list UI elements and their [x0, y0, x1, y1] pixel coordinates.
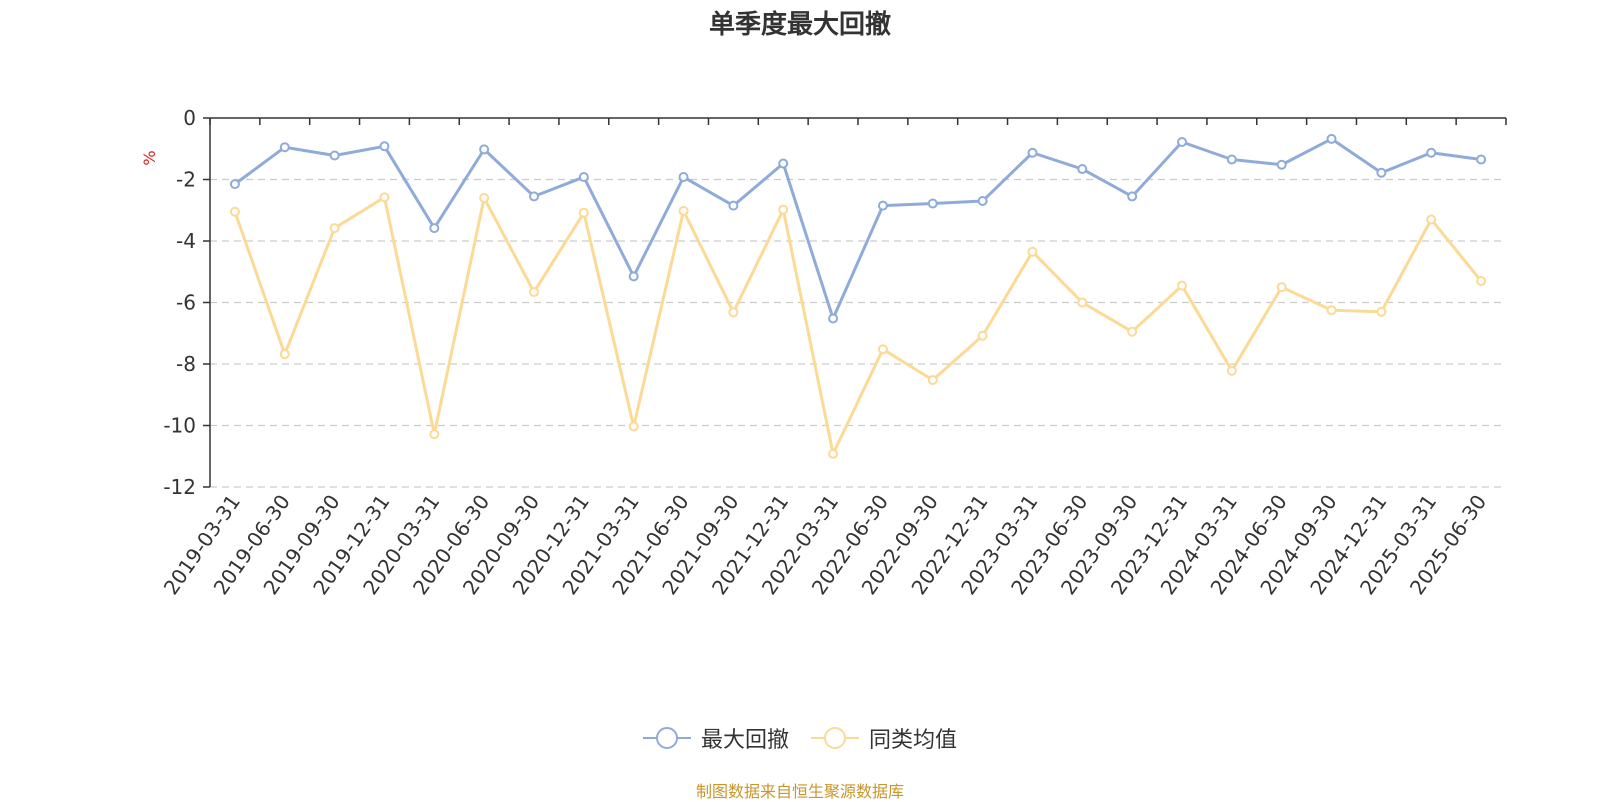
- data-point-series1: [828, 313, 839, 324]
- chart-legend: 最大回撤 同类均值: [0, 722, 1600, 754]
- data-point-series1: [279, 142, 290, 153]
- data-point-series2: [379, 192, 390, 203]
- data-point-series2: [1276, 282, 1287, 293]
- data-point-series2: [728, 307, 739, 318]
- data-point-series2: [529, 287, 539, 298]
- data-point-series1: [1476, 154, 1487, 165]
- data-point-series1: [329, 150, 340, 161]
- data-point-series2: [1177, 280, 1187, 291]
- data-point-series2: [578, 207, 589, 218]
- data-source-note: 制图数据来自恒生聚源数据库: [695, 782, 904, 801]
- legend-marker-series2: [811, 727, 859, 749]
- data-point-series2: [1476, 275, 1487, 286]
- legend-item-series1[interactable]: 最大回撤: [642, 722, 789, 754]
- data-point-series2: [977, 330, 988, 341]
- data-point-series2: [1326, 305, 1337, 316]
- data-point-series1: [1027, 147, 1038, 158]
- legend-label-series1: 最大回撤: [700, 728, 789, 753]
- series-line-2: [233, 195, 1483, 456]
- data-point-series1: [1077, 164, 1088, 175]
- data-point-series2: [1077, 297, 1088, 308]
- series-line-1: [234, 137, 1482, 320]
- data-point-series1: [578, 172, 589, 183]
- data-point-series2: [279, 349, 290, 360]
- data-point-series1: [529, 191, 539, 202]
- y-tick-label: -4: [176, 229, 196, 253]
- data-point-series1: [479, 144, 490, 155]
- data-point-series2: [877, 344, 888, 355]
- data-point-series2: [628, 421, 639, 432]
- data-point-series1: [1226, 154, 1237, 165]
- legend-marker-series1: [642, 727, 691, 749]
- data-point-series2: [828, 448, 839, 459]
- data-point-series1: [728, 200, 739, 211]
- data-point-series2: [1127, 326, 1138, 337]
- data-point-series2: [329, 223, 340, 234]
- data-point-series2: [927, 374, 938, 385]
- data-point-series1: [628, 271, 639, 282]
- y-tick-label: -12: [163, 475, 196, 499]
- data-point-series2: [429, 429, 440, 440]
- legend-label-series2: 同类均值: [869, 728, 958, 753]
- data-point-series2: [678, 205, 689, 216]
- y-tick-label: -6: [176, 291, 196, 315]
- y-tick-label: -2: [176, 168, 196, 192]
- y-tick-label: -8: [176, 352, 196, 376]
- line-chart: 0-2-4-6-8-10-12%2019-03-312019-06-302019…: [140, 106, 1507, 599]
- data-point-series2: [1226, 365, 1237, 376]
- data-point-series2: [229, 206, 240, 217]
- y-tick-label: 0: [183, 106, 196, 130]
- data-point-series2: [1027, 246, 1038, 257]
- data-point-series1: [977, 196, 988, 207]
- data-point-series1: [927, 198, 938, 209]
- data-point-series1: [229, 179, 240, 190]
- data-point-series1: [778, 158, 789, 169]
- data-point-series1: [1376, 167, 1387, 178]
- data-point-series1: [1127, 191, 1138, 202]
- data-point-series2: [1376, 306, 1387, 317]
- data-point-series1: [379, 141, 390, 152]
- data-point-series2: [778, 204, 789, 215]
- data-point-series1: [1177, 136, 1187, 147]
- data-point-series1: [429, 223, 440, 234]
- chart-title: 单季度最大回撤: [708, 10, 891, 40]
- data-point-series1: [877, 200, 888, 211]
- y-axis-unit-label: %: [140, 150, 159, 165]
- data-point-series2: [1426, 214, 1437, 225]
- y-tick-label: -10: [163, 414, 196, 438]
- data-point-series1: [1326, 133, 1337, 144]
- data-point-series1: [1426, 147, 1437, 158]
- data-point-series2: [479, 192, 490, 203]
- legend-item-series2[interactable]: 同类均值: [811, 722, 957, 754]
- data-point-series1: [678, 172, 689, 183]
- data-point-series1: [1276, 159, 1287, 170]
